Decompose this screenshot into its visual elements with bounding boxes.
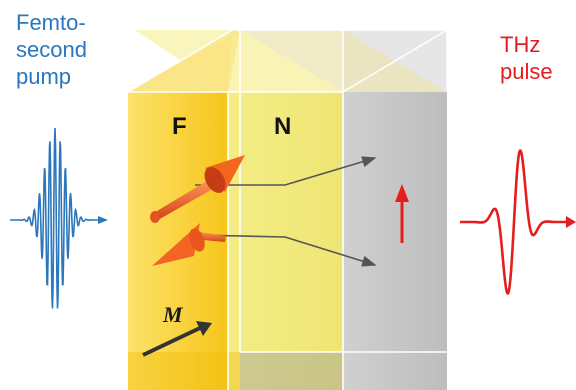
thz-label: THz pulse <box>500 31 553 85</box>
nonmagnet-label: N <box>274 113 291 141</box>
ferromagnet-label: F <box>172 113 187 141</box>
box-bottom-shade <box>128 352 240 390</box>
pump-label: Femto- second pump <box>16 9 87 90</box>
box-bottom-shade-gray <box>240 352 343 390</box>
thz-pulse-icon <box>460 151 576 294</box>
pump-wave-packet-icon <box>10 128 108 309</box>
magnetization-label: M <box>163 302 183 328</box>
